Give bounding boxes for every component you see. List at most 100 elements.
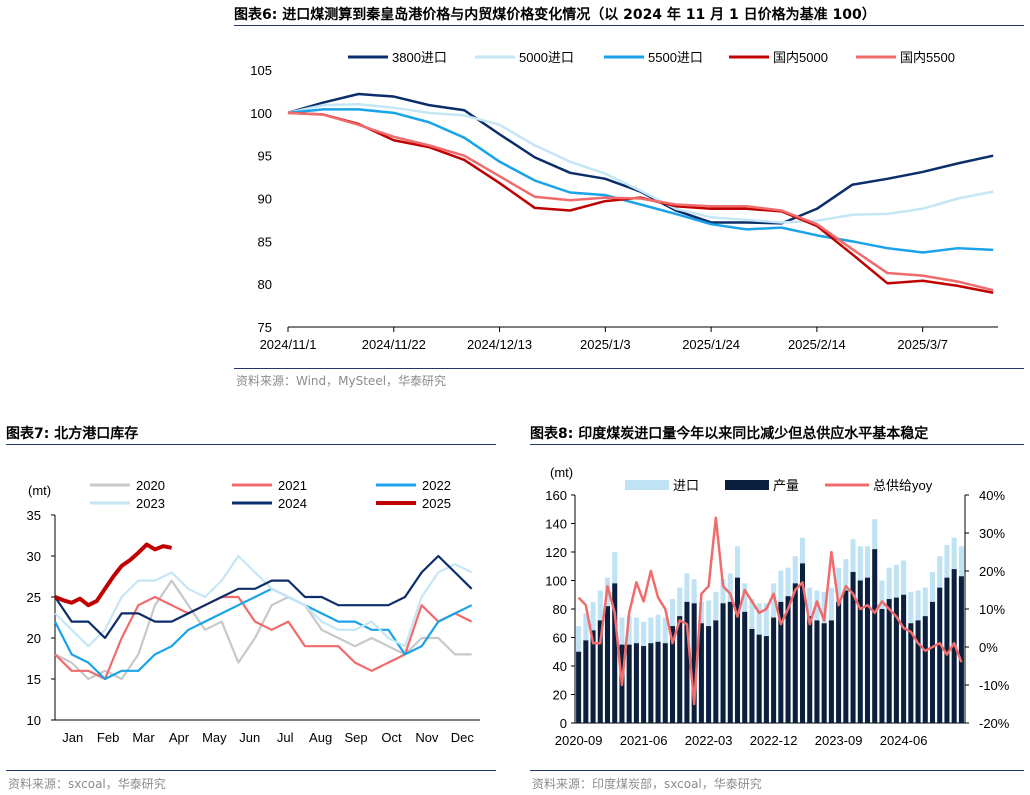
- fig7-legend-label: 2024: [278, 496, 307, 511]
- fig6-x-tick-label: 2025/3/7: [897, 337, 948, 352]
- fig8-production-bar: [792, 583, 798, 723]
- fig6-source: 资料来源：Wind，MySteel，华泰研究: [236, 374, 447, 388]
- fig7-series-line: [54, 595, 473, 681]
- fig8-import-bar: [619, 617, 625, 645]
- fig8-import-bar: [958, 546, 964, 577]
- fig7-x-tick-label: Feb: [97, 730, 119, 745]
- fig8-y2-tick-label: 30%: [979, 526, 1005, 541]
- fig7-x-tick-label: Jul: [277, 730, 294, 745]
- fig6-y-tick-label: 80: [258, 277, 272, 292]
- fig7-source-rule: [6, 770, 496, 771]
- fig7-source: 资料来源：sxcoal，华泰研究: [8, 777, 166, 791]
- fig8-production-bar: [872, 549, 878, 723]
- fig6-legend-label: 5500进口: [648, 50, 703, 65]
- fig7-x-tick-label: Oct: [381, 730, 402, 745]
- fig6-y-tick-label: 95: [258, 149, 272, 164]
- fig8-import-bar: [929, 571, 936, 602]
- fig6-x-tick-label: 2025/2/14: [788, 337, 846, 352]
- fig8-import-bar: [706, 600, 712, 627]
- fig6-legend-label: 国内5500: [900, 50, 955, 65]
- fig8-source-rule: [530, 770, 1024, 771]
- fig8-import-bar: [669, 599, 676, 627]
- fig8-y2-tick-label: 40%: [979, 488, 1005, 503]
- fig6-x-tick-label: 2024/11/22: [362, 337, 426, 352]
- fig8-production-bar: [886, 599, 892, 723]
- fig8-legend-swatch: [625, 480, 669, 490]
- fig6-series-line: [287, 111, 994, 292]
- fig8-production-bar: [857, 580, 863, 723]
- fig8-production-bar: [669, 626, 676, 723]
- fig8-production-bar: [814, 620, 820, 723]
- fig7-y-tick-label: 30: [27, 549, 41, 564]
- fig8-production-bar: [893, 597, 899, 723]
- fig8-production-bar: [901, 594, 907, 723]
- fig8-import-bar: [828, 587, 834, 621]
- fig6-y-tick-label: 105: [250, 63, 272, 78]
- fig7-x-tick-label: Mar: [132, 730, 155, 745]
- fig8-production-bar: [749, 628, 755, 723]
- fig8-production-bar: [763, 636, 769, 723]
- fig8-production-bar: [734, 577, 741, 723]
- fig8-production-bar: [799, 563, 806, 723]
- fig8-production-bar: [662, 643, 668, 723]
- fig7-legend-label: 2021: [278, 478, 307, 493]
- fig8-import-bar: [662, 617, 668, 644]
- fig8-import-bar: [734, 546, 741, 578]
- fig8-production-bar: [706, 626, 712, 723]
- fig8-production-bar: [785, 596, 791, 723]
- fig8-production-bar: [807, 616, 813, 723]
- fig7-title-rule: [6, 444, 496, 445]
- fig7-series-line: [54, 554, 473, 648]
- fig8-import-bar: [727, 573, 733, 602]
- fig8-import-bar: [872, 519, 878, 550]
- fig8-production-bar: [836, 601, 842, 723]
- fig8-production-bar: [843, 590, 849, 723]
- fig8-production-bar: [929, 601, 936, 723]
- fig8-production-bar: [655, 641, 661, 723]
- fig8-import-bar: [626, 616, 632, 645]
- fig6-series-line: [287, 108, 994, 254]
- fig8-title-rule: [530, 444, 1024, 445]
- fig8-production-bar: [604, 606, 611, 723]
- fig8-import-bar: [756, 603, 762, 635]
- fig8-production-bar: [908, 623, 914, 723]
- fig8-import-bar: [612, 552, 618, 584]
- fig7-legend-label: 2020: [136, 478, 165, 493]
- fig8-y2-tick-label: 20%: [979, 564, 1005, 579]
- fig8-legend-label: 总供给yoy: [873, 478, 933, 493]
- fig7-series-line: [54, 579, 472, 681]
- fig6-legend-label: 3800进口: [392, 50, 447, 65]
- fig8-import-bar: [821, 591, 827, 624]
- fig8-import-bar: [915, 590, 921, 621]
- fig7-title: 图表7: 北方港口库存: [6, 426, 139, 442]
- fig6-legend-label: 5000进口: [519, 50, 574, 65]
- fig6-source-rule: [234, 368, 1024, 369]
- fig8-import-bar: [843, 559, 849, 591]
- fig8-import-bar: [771, 583, 777, 618]
- fig8-production-bar: [576, 651, 582, 723]
- fig7-x-tick-label: Dec: [451, 730, 475, 745]
- fig7-x-tick-label: Sep: [344, 730, 367, 745]
- fig8-y-tick-label: 80: [553, 602, 567, 617]
- fig8-y-tick-label: 160: [545, 488, 567, 503]
- fig8-production-bar: [633, 643, 639, 723]
- fig7-x-tick-label: Jan: [62, 730, 83, 745]
- fig8-import-bar: [677, 587, 683, 617]
- fig8-import-bar: [886, 567, 892, 600]
- fig8-import-bar: [720, 579, 726, 604]
- fig8-title: 图表8: 印度煤炭进口量今年以来同比减少但总供应水平基本稳定: [530, 426, 929, 442]
- fig8-production-bar: [583, 640, 589, 723]
- fig8-y-tick-label: 40: [553, 659, 567, 674]
- fig8-import-bar: [691, 579, 697, 604]
- fig8-import-bar: [590, 601, 596, 631]
- fig8-production-bar: [756, 634, 762, 723]
- fig8-import-bar: [763, 603, 769, 637]
- fig8-source: 资料来源：印度煤炭部，sxcoal，华泰研究: [532, 777, 762, 791]
- fig8-chart: (mt) 0 20 40 60 80 100 120 140 160 -20% -10% 0% 10% 20…: [545, 465, 1009, 748]
- fig8-production-bar: [821, 623, 827, 723]
- fig8-production-bar: [677, 616, 683, 723]
- fig8-import-bar: [785, 567, 791, 597]
- fig8-y-tick-label: 0: [560, 716, 567, 731]
- fig8-import-bar: [944, 544, 950, 578]
- fig8-import-bar: [633, 617, 639, 644]
